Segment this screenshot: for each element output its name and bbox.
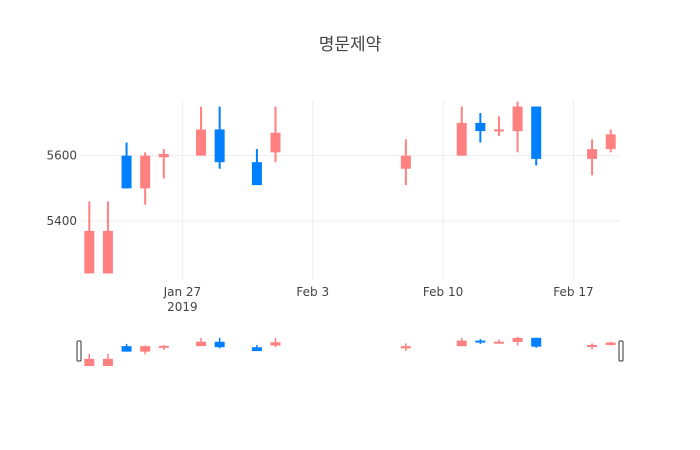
- slider-candle-body: [493, 341, 504, 344]
- candle-increasing: [270, 106, 281, 163]
- candle-body: [531, 106, 542, 159]
- candle-increasing: [140, 152, 151, 205]
- slider-candle: [214, 337, 225, 349]
- range-slider-right-handle[interactable]: [618, 340, 624, 362]
- candle-increasing: [196, 106, 207, 156]
- range-slider[interactable]: [76, 337, 624, 366]
- candle-body: [251, 162, 262, 186]
- candle-decreasing: [214, 106, 225, 169]
- slider-candle: [493, 339, 504, 344]
- slider-candle: [121, 343, 132, 352]
- candle-body: [493, 129, 504, 132]
- candle-body: [214, 129, 225, 163]
- slider-candle: [140, 345, 151, 355]
- candle-body: [605, 134, 616, 150]
- slider-candle-body: [587, 345, 598, 348]
- slider-candle: [512, 337, 523, 346]
- slider-candle: [251, 345, 262, 352]
- grid: [80, 100, 620, 280]
- slider-candle: [456, 337, 467, 347]
- slider-candle-body: [102, 358, 113, 366]
- candle-body: [456, 122, 467, 156]
- x-tick-label: Feb 10: [423, 285, 463, 299]
- candle-increasing: [587, 139, 598, 176]
- candle-decreasing: [531, 106, 542, 166]
- slider-candle: [400, 343, 411, 352]
- candle-decreasing: [475, 113, 486, 143]
- slider-candle-body: [214, 341, 225, 348]
- slider-candle: [102, 353, 113, 366]
- slider-candle: [270, 337, 281, 348]
- candle-body: [270, 132, 281, 153]
- chart-title: 명문제약: [319, 35, 382, 55]
- slider-candle: [475, 338, 486, 344]
- y-tick-label: 5600: [46, 149, 77, 163]
- candle-body: [512, 106, 523, 132]
- candle-body: [196, 129, 207, 156]
- candle-body: [102, 230, 113, 274]
- y-axis: 5400 5600: [46, 149, 77, 228]
- x-tick-label: Feb 3: [296, 285, 329, 299]
- slider-candle: [605, 341, 616, 346]
- slider-candle-body: [140, 346, 151, 352]
- candle-increasing: [102, 201, 113, 274]
- candle-increasing: [493, 116, 504, 136]
- x-tick-sublabel: 2019: [167, 300, 198, 314]
- slider-candle-body: [512, 337, 523, 342]
- slider-candle: [158, 345, 169, 350]
- candle-body: [158, 154, 169, 158]
- slider-candle-body: [121, 346, 132, 352]
- candle-body: [475, 122, 486, 132]
- slider-candle: [196, 337, 207, 347]
- candle-decreasing: [121, 142, 132, 189]
- candles: [84, 101, 616, 274]
- slider-candle-body: [270, 342, 281, 346]
- candle-body: [140, 155, 151, 189]
- slider-candle-body: [196, 341, 207, 347]
- candle-increasing: [456, 106, 467, 156]
- candle-increasing: [605, 129, 616, 153]
- slider-candle: [587, 343, 598, 350]
- candle-body: [121, 155, 132, 189]
- slider-candle: [84, 353, 95, 366]
- slider-candle-body: [251, 347, 262, 352]
- candle-increasing: [84, 201, 95, 274]
- candle-body: [400, 155, 411, 169]
- slider-candle-body: [84, 358, 95, 366]
- y-tick-label: 5400: [46, 214, 77, 228]
- candle-body: [84, 230, 95, 274]
- candle-increasing: [158, 149, 169, 179]
- candle-increasing: [400, 139, 411, 186]
- candle-decreasing: [251, 149, 262, 186]
- candle-increasing: [512, 101, 523, 153]
- slider-candle-body: [531, 337, 542, 347]
- slider-candle-body: [400, 346, 411, 349]
- slider-candle-body: [456, 340, 467, 347]
- x-tick-label: Jan 27: [163, 285, 202, 299]
- slider-candle-body: [158, 345, 169, 348]
- candle-body: [587, 149, 598, 159]
- slider-candle: [531, 337, 542, 348]
- slider-candle-body: [605, 342, 616, 346]
- slider-candle-body: [475, 340, 486, 343]
- range-slider-left-handle[interactable]: [76, 340, 82, 362]
- x-tick-label: Feb 17: [553, 285, 593, 299]
